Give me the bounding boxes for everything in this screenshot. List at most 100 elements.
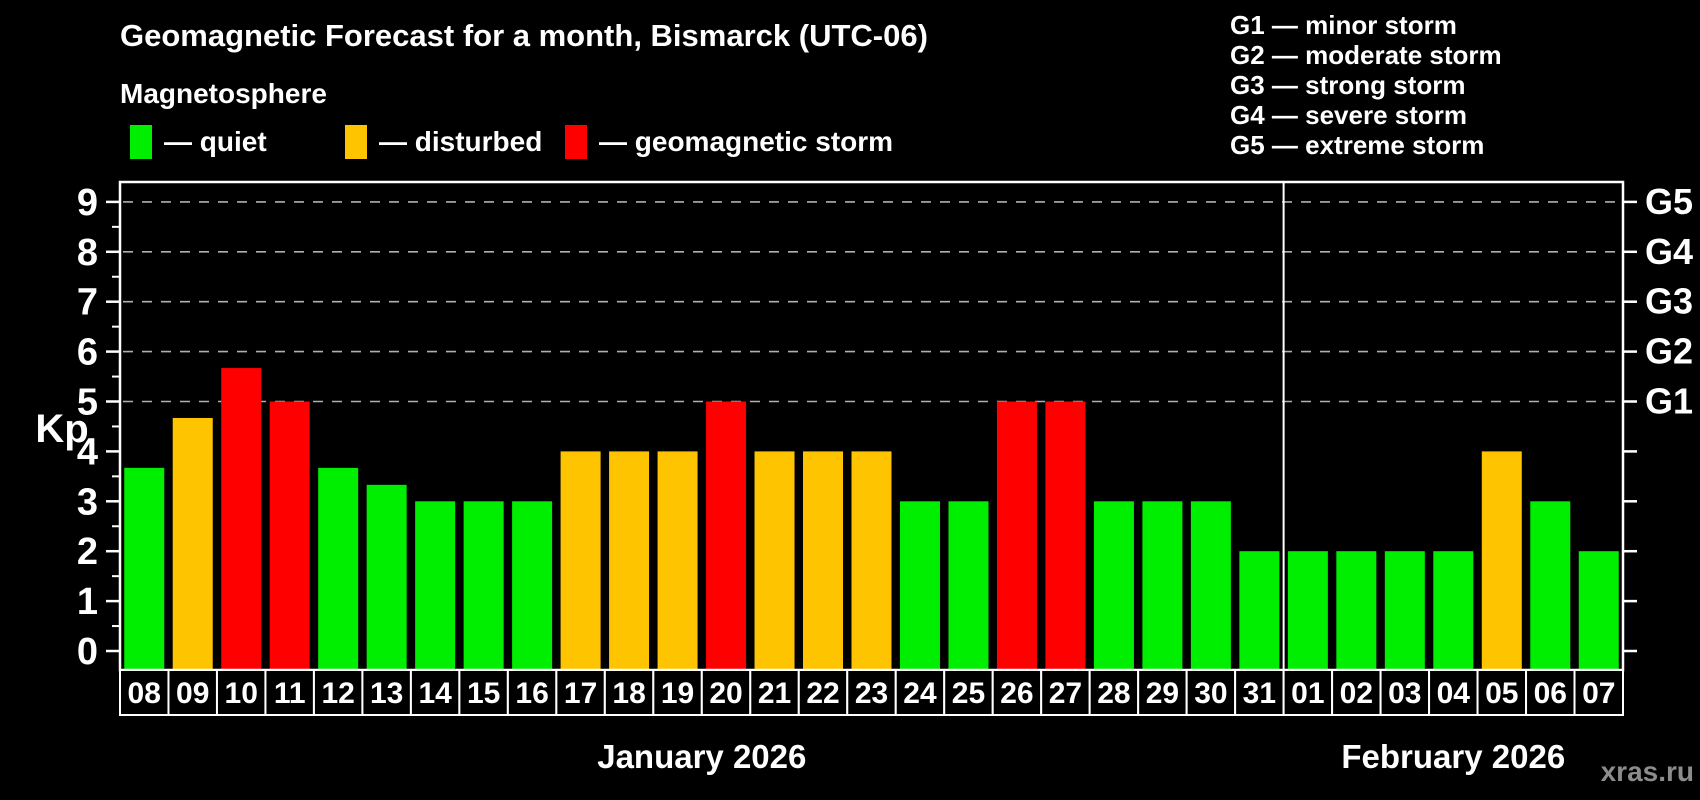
day-label-box-01 [1282,669,1334,716]
bar-day-14 [415,501,456,669]
bar-day-20 [706,401,747,669]
bar-day-05 [1481,451,1522,669]
g-scale-legend: G1 — minor storm G2 — moderate storm G3 … [1230,10,1502,160]
bar-day-23 [851,451,892,669]
month-label-february: February 2026 [1341,738,1565,775]
y-axis-label-7: 7 [77,282,98,324]
day-label-box-10 [215,669,267,716]
bar-day-11 [269,401,310,669]
day-label-box-17 [555,669,606,716]
g-legend-line-g3: G3 — strong storm [1230,70,1466,100]
page-title: Geomagnetic Forecast for a month, Bismar… [120,18,928,53]
day-label-05: 05 [1485,677,1518,710]
day-label-07: 07 [1582,677,1615,710]
y-axis-label-6: 6 [77,332,98,374]
day-label-box-18 [603,669,655,716]
day-label-24: 24 [903,677,937,710]
day-label-08: 08 [128,677,161,710]
day-label-22: 22 [806,677,839,710]
right-axis-label-g1: G1 [1645,381,1693,422]
day-label-box-02 [1331,669,1382,716]
day-label-26: 26 [1000,677,1033,710]
bar-day-12 [318,467,359,669]
day-label-box-03 [1379,669,1431,716]
legend-item-storm: — geomagnetic storm [565,124,893,160]
legend-label-disturbed: — disturbed [379,126,543,157]
bar-day-21 [754,451,795,669]
y-axis-label-3: 3 [77,481,98,523]
day-label-23: 23 [855,677,888,710]
day-label-16: 16 [515,677,548,710]
day-label-27: 27 [1049,677,1082,710]
day-label-box-08 [119,669,170,716]
bar-day-02 [1336,551,1377,669]
day-label-15: 15 [467,677,500,710]
day-label-box-15 [458,669,509,716]
right-axis-label-g3: G3 [1645,281,1693,322]
bar-day-17 [560,451,601,669]
quiet-color-swatch [130,125,152,159]
bar-day-13 [366,484,407,669]
day-label-box-04 [1428,669,1479,716]
disturbed-color-swatch [345,125,367,159]
day-label-box-27 [1040,669,1091,716]
g-legend-line-g2: G2 — moderate storm [1230,40,1502,70]
g-legend-line-g5: G5 — extreme storm [1230,130,1485,160]
y-axis-label-4: 4 [77,431,98,473]
day-label-box-07 [1573,669,1624,716]
day-label-12: 12 [321,677,354,710]
day-label-14: 14 [418,677,452,710]
bar-day-08 [124,467,165,669]
day-label-box-28 [1088,669,1140,716]
xras-watermark: xras.ru [1600,756,1694,787]
day-label-box-14 [409,669,461,716]
day-label-19: 19 [661,677,694,710]
chart-subtitle: Magnetosphere [120,78,327,109]
bar-day-24 [899,501,940,669]
legend-label-storm: — geomagnetic storm [599,126,894,157]
day-label-box-19 [652,669,703,716]
legend-item-quiet: — quiet [130,124,267,160]
y-axis-label-5: 5 [77,382,98,424]
day-label-box-21 [749,669,800,716]
day-label-06: 06 [1534,677,1567,710]
bar-day-22 [803,451,844,669]
bar-day-27 [1045,401,1086,669]
right-axis-label-g2: G2 [1645,331,1693,372]
bar-day-30 [1190,501,1231,669]
g-legend-line-g4: G4 — severe storm [1230,100,1468,130]
day-label-31: 31 [1243,677,1276,710]
bar-day-29 [1142,501,1183,669]
y-axis-label-9: 9 [77,182,98,224]
day-label-13: 13 [370,677,403,710]
legend-label-quiet: — quiet [164,126,267,157]
y-axis-label-0: 0 [77,631,98,673]
day-label-28: 28 [1097,677,1130,710]
day-label-18: 18 [612,677,645,710]
month-label-january: January 2026 [597,738,806,775]
day-label-21: 21 [758,677,791,710]
day-label-17: 17 [564,677,597,710]
right-axis-label-g4: G4 [1645,231,1693,272]
day-label-10: 10 [225,677,258,710]
day-label-box-05 [1476,669,1528,716]
storm-color-swatch [565,125,587,159]
day-label-box-24 [894,669,946,716]
bar-day-03 [1384,551,1425,669]
right-axis-label-g5: G5 [1645,181,1693,222]
bar-day-10 [221,368,262,669]
bar-day-04 [1433,551,1474,669]
day-label-09: 09 [176,677,209,710]
bar-day-07 [1578,551,1619,669]
day-label-11: 11 [274,677,306,710]
bar-day-15 [463,501,504,669]
g-legend-line-g1: G1 — minor storm [1230,10,1457,40]
day-label-box-29 [1137,669,1188,716]
bar-day-09 [172,417,213,669]
bar-day-31 [1239,551,1280,669]
bar-day-28 [1093,501,1134,669]
bar-day-06 [1530,501,1571,669]
day-label-box-23 [846,669,897,716]
